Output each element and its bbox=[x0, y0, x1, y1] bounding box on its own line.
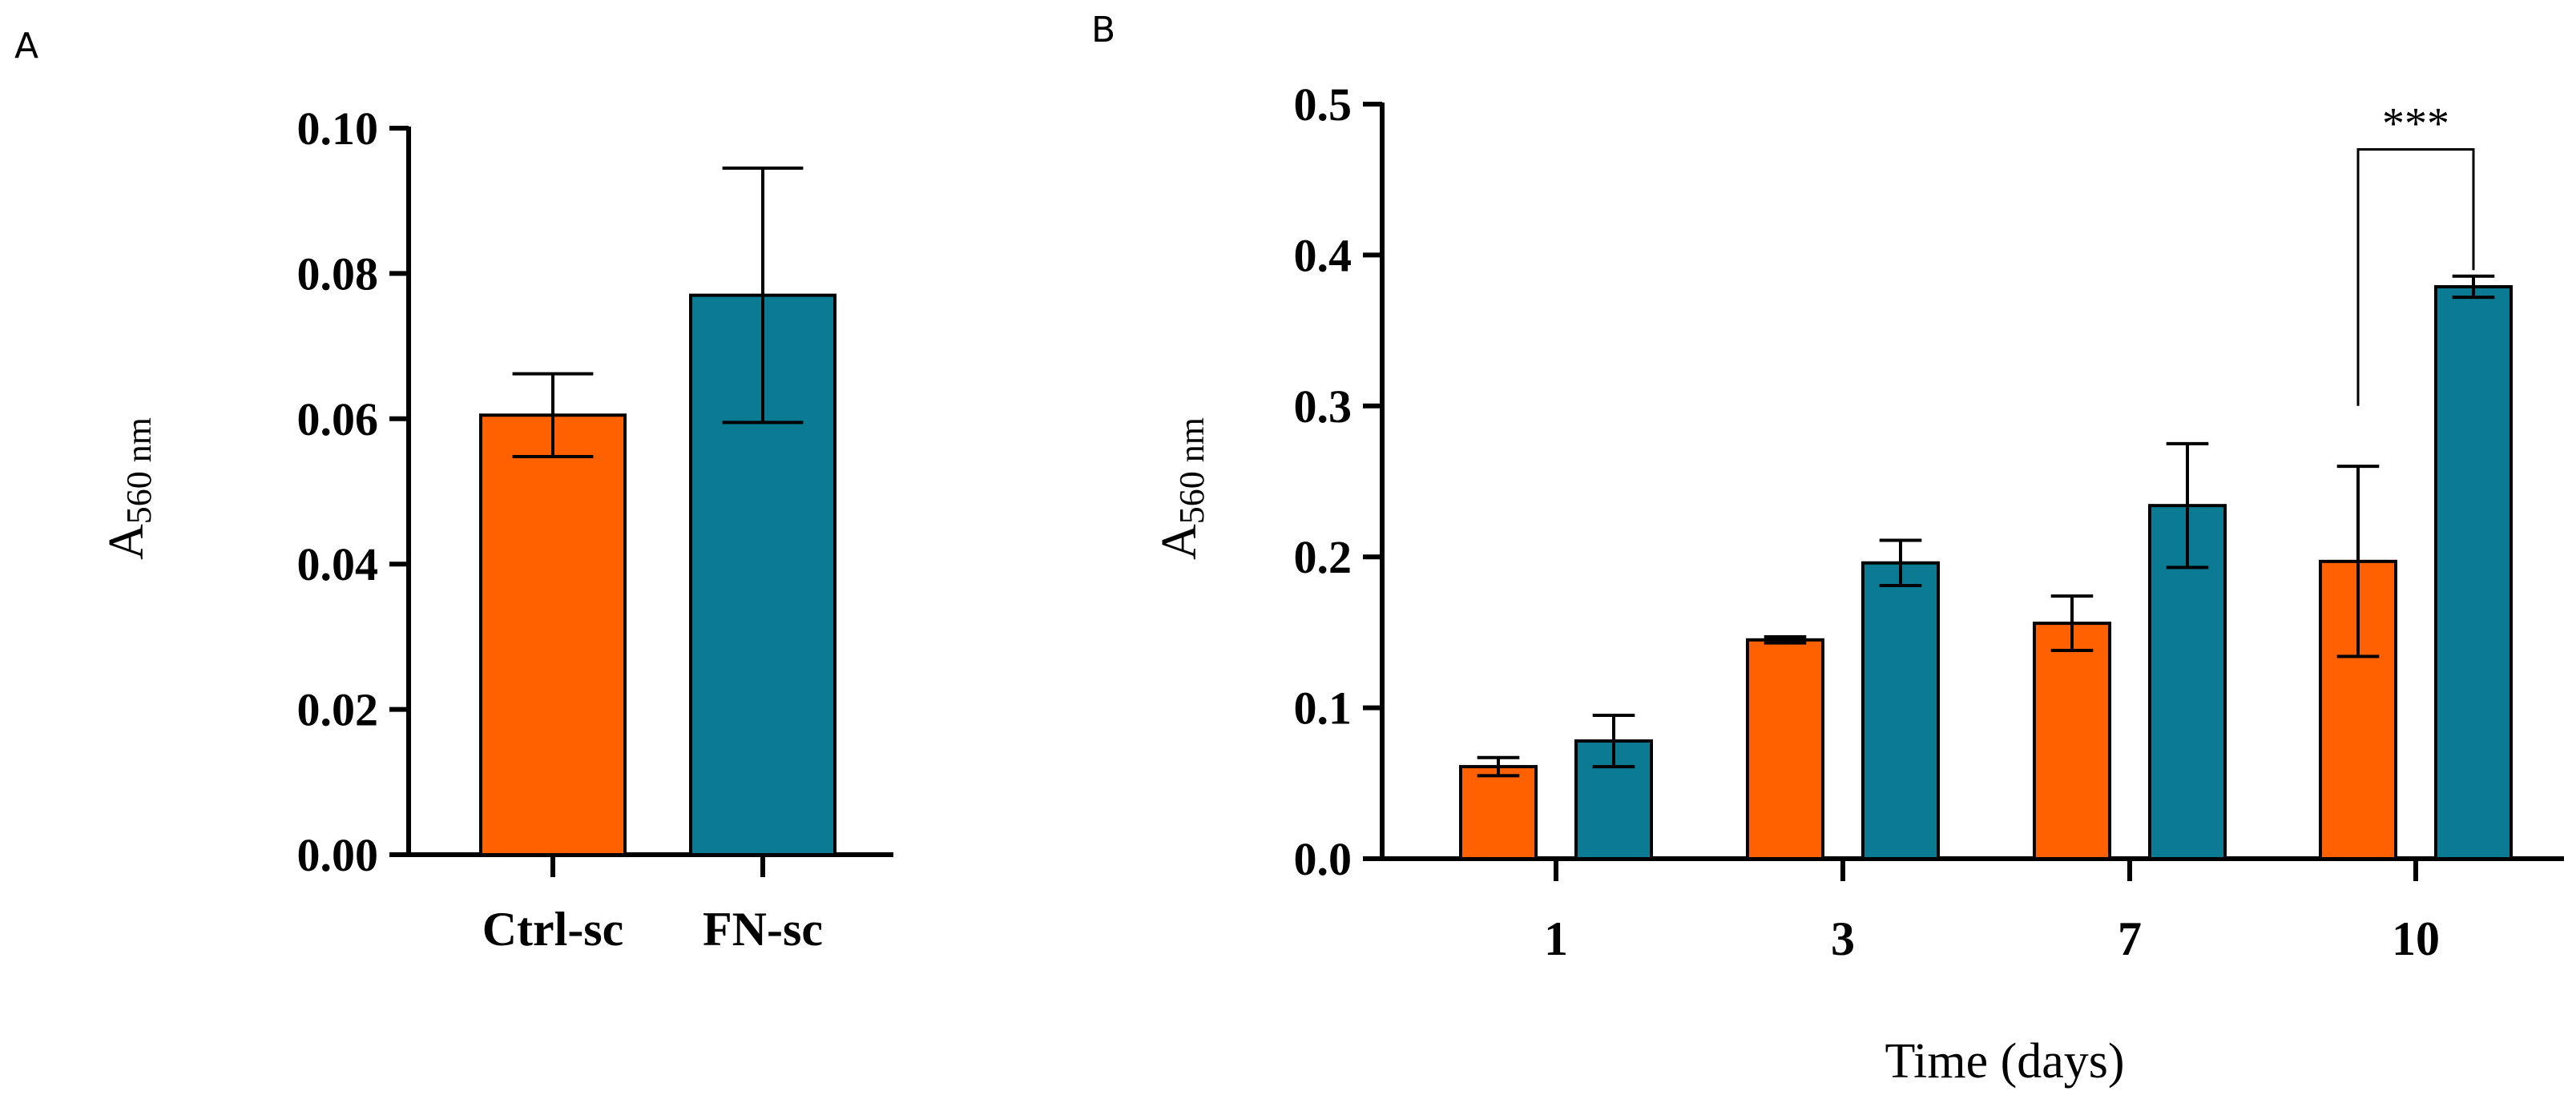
chart-a-y-axis-title: A560 nm bbox=[99, 417, 159, 560]
chart-a-y-tick-label: 0.10 bbox=[297, 103, 379, 155]
chart-b-y-tick-label: 0.0 bbox=[1294, 833, 1353, 885]
chart-a-y-tick-label: 0.04 bbox=[297, 538, 379, 590]
x-axis-title-b: Time (days) bbox=[1885, 1034, 2124, 1089]
chart-a-y-tick-label: 0.00 bbox=[297, 829, 379, 881]
significance-bracket bbox=[2356, 148, 2475, 406]
chart-a-y-tick-label: 0.08 bbox=[297, 248, 379, 300]
chart-a-y-tick-label: 0.02 bbox=[297, 684, 379, 736]
chart-b-y-axis-title: A560 nm bbox=[1152, 417, 1211, 560]
bar-b-day10-fn-sc bbox=[2434, 284, 2513, 860]
chart-b: 0.0 0.1 0.2 0.3 0.4 0.5 A560 nm 1 3 7 10 *** bbox=[1152, 79, 2564, 965]
chart-a: 0.00 0.02 0.04 0.06 0.08 0.10 A560 nm Ctrl-sc FN… bbox=[99, 103, 893, 956]
bar-b-day1-ctrl-sc bbox=[1459, 765, 1538, 860]
chart-b-x-tick-label: 1 bbox=[1544, 912, 1568, 965]
chart-a-x-tick-label: Ctrl-sc bbox=[482, 903, 624, 956]
chart-b-y-tick-label: 0.5 bbox=[1294, 79, 1353, 131]
panel-label-a: A bbox=[14, 26, 38, 66]
bar-b-day3-fn-sc bbox=[1861, 561, 1940, 861]
bar-b-day7-ctrl-sc bbox=[2033, 622, 2111, 860]
bar-a-ctrl-sc bbox=[479, 413, 627, 856]
chart-a-y-tick-label: 0.06 bbox=[297, 393, 379, 445]
chart-b-y-tick-label: 0.3 bbox=[1294, 380, 1353, 433]
chart-a-x-tick-label: FN-sc bbox=[703, 903, 823, 956]
panel-label-b: B bbox=[1091, 10, 1115, 50]
chart-b-y-tick-label: 0.1 bbox=[1294, 682, 1353, 735]
chart-b-x-tick-label: 10 bbox=[2392, 912, 2440, 965]
chart-b-x-tick-label: 7 bbox=[2118, 912, 2142, 965]
chart-b-y-tick-label: 0.4 bbox=[1294, 229, 1353, 281]
bar-b-day3-ctrl-sc bbox=[1746, 638, 1824, 860]
chart-b-y-tick-label: 0.2 bbox=[1294, 531, 1353, 583]
significance-label: *** bbox=[2382, 99, 2449, 149]
chart-b-x-tick-label: 3 bbox=[1831, 912, 1855, 965]
